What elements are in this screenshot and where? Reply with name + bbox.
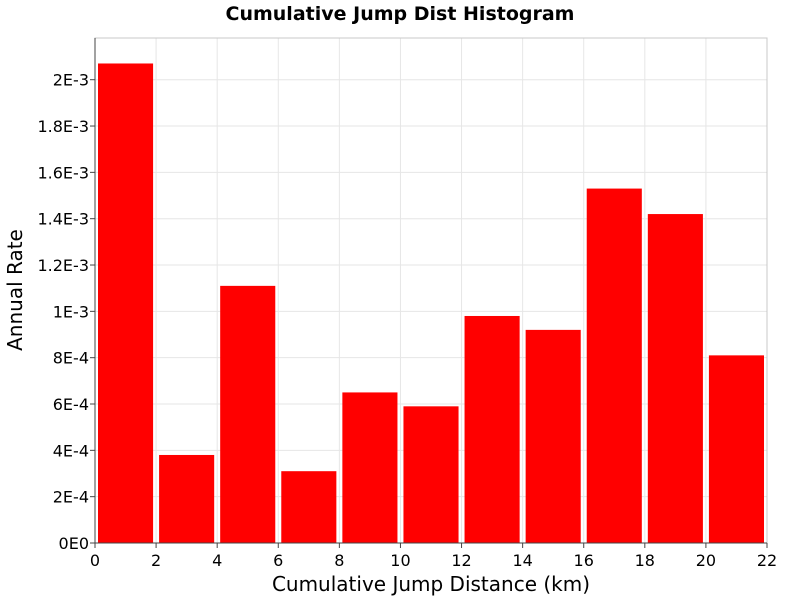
y-axis: 0E0 2E-4 4E-4 6E-4 8E-4 1E-3 1.2E-3 1.4E-3 1.6E-…: [37, 38, 96, 553]
x-tick-label: 20: [696, 551, 716, 570]
y-tick-label: 0E0: [59, 534, 89, 553]
x-tick-label: 8: [334, 551, 344, 570]
histogram-bar: [403, 406, 459, 543]
x-tick-label: 0: [90, 551, 100, 570]
bars: [98, 63, 764, 543]
x-tick-label: 12: [451, 551, 471, 570]
histogram-bar: [525, 329, 581, 543]
y-tick-label: 2E-4: [53, 488, 89, 507]
histogram-bar: [342, 392, 398, 543]
histogram-bar: [281, 471, 337, 543]
x-tick-label: 22: [757, 551, 777, 570]
x-tick-label: 4: [212, 551, 222, 570]
y-tick-label: 1.8E-3: [37, 117, 89, 136]
x-axis: 0 2 4 6 8 10 12 14 16 18 20 22: [90, 542, 777, 570]
plot-area: [94, 37, 768, 544]
histogram-bar: [647, 214, 703, 543]
x-tick-label: 18: [635, 551, 655, 570]
y-axis-label: Annual Rate: [3, 229, 27, 351]
histogram-bar: [220, 285, 276, 543]
y-tick-label: 1E-3: [53, 302, 89, 321]
x-tick-label: 10: [390, 551, 410, 570]
x-tick-label: 14: [512, 551, 532, 570]
x-tick-label: 16: [574, 551, 594, 570]
y-tick-label: 4E-4: [53, 441, 89, 460]
histogram-bar: [708, 355, 764, 543]
x-tick-label: 6: [273, 551, 283, 570]
y-tick-label: 1.2E-3: [37, 256, 89, 275]
y-tick-label: 1.6E-3: [37, 163, 89, 182]
y-tick-label: 1.4E-3: [37, 210, 89, 229]
y-tick-label: 2E-3: [53, 71, 89, 90]
x-tick-label: 2: [151, 551, 161, 570]
histogram-bar: [98, 63, 154, 543]
y-tick-label: 8E-4: [53, 349, 89, 368]
chart-title: Cumulative Jump Dist Histogram: [226, 3, 575, 25]
histogram-bar: [586, 188, 642, 543]
y-tick-label: 6E-4: [53, 395, 89, 414]
histogram-bar: [159, 454, 215, 543]
x-axis-label: Cumulative Jump Distance (km): [272, 572, 590, 596]
histogram-bar: [464, 315, 520, 543]
